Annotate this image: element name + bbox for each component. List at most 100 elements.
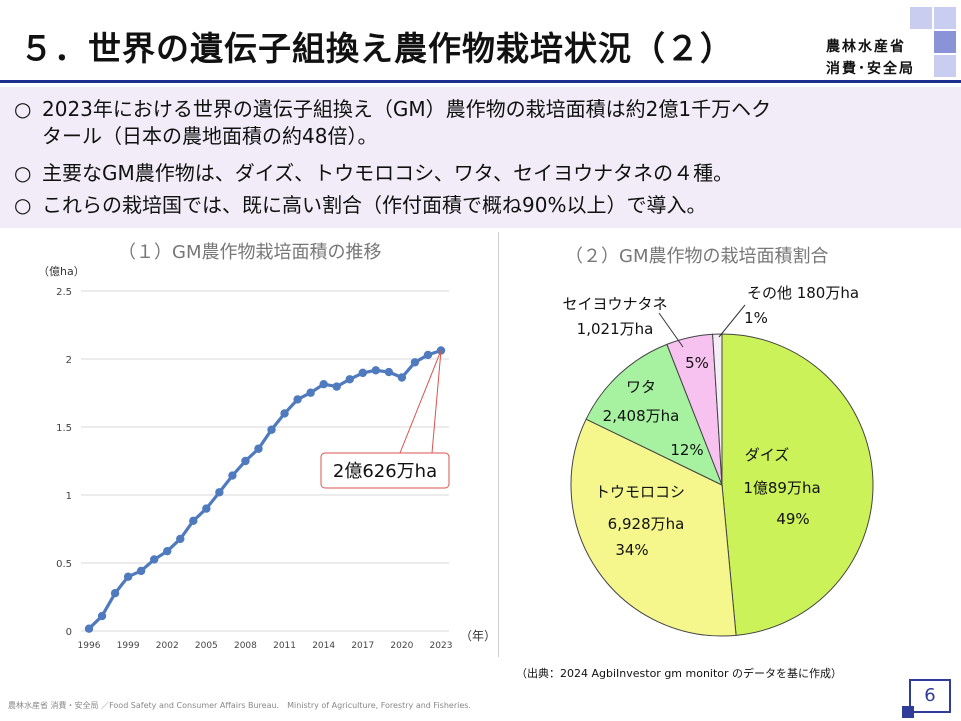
corner-square-2 (934, 7, 956, 29)
slice-label-soy-percent: 49% (776, 510, 809, 528)
x-tick-label: 2002 (156, 641, 179, 651)
x-tick-label: 2017 (351, 641, 374, 651)
pie-chart-title: （２）GM農作物の栽培面積割合 (565, 246, 829, 267)
callout-leader (431, 350, 442, 454)
y-tick-label: 2 (66, 355, 72, 366)
data-point (97, 611, 107, 621)
slice-label-rapeseed-area: 1,021万ha (577, 320, 654, 338)
x-axis-label: （年） (460, 629, 496, 643)
leader-other (718, 304, 746, 338)
data-point (280, 409, 289, 418)
y-tick-label: 1 (66, 491, 72, 502)
pie-slice-corn (570, 418, 737, 637)
bullet-text: 主要なGM農作物は、ダイズ、トウモロコシ、ワタ、セイヨウナタネの４種。 (42, 161, 734, 185)
summary-bullet-2: ○ 主要なGM農作物は、ダイズ、トウモロコシ、ワタ、セイヨウナタネの４種。 (14, 160, 733, 187)
y-axis-label: （億ha） (38, 265, 85, 278)
x-tick-label: 2011 (273, 641, 296, 651)
leader-rapeseed (658, 312, 684, 348)
data-point (267, 425, 276, 434)
y-tick-label: 0 (66, 627, 72, 638)
data-point (319, 379, 328, 389)
slice-label-cotton-name: ワタ (626, 378, 656, 396)
summary-bullet-1: ○ 2023年における世界の遺伝子組換え（GM）農作物の栽培面積は約2億1千万ヘク… (14, 96, 771, 150)
data-point (397, 373, 407, 382)
data-point (228, 471, 237, 480)
x-tick-label: 2020 (390, 641, 413, 651)
data-point (215, 488, 224, 497)
data-point (84, 624, 94, 633)
data-point (410, 358, 420, 367)
title-underline (0, 80, 961, 83)
data-point (123, 572, 133, 581)
page-title: ５．世界の遺伝子組換え農作物栽培状況（２） (20, 29, 734, 68)
pie-slice-soy (721, 333, 874, 636)
bullet-mark: ○ (14, 193, 32, 217)
data-point (436, 346, 446, 355)
data-point (293, 395, 302, 404)
data-point (423, 350, 433, 360)
pie-labels: ダイズ 1億89万ha 49% トウモロコシ 6,928万ha 34% ワタ 2,408万ha… (562, 284, 859, 559)
footer-text: 農林水産省 消費・安全局 ／Food Safety and Consumer A… (8, 701, 471, 710)
data-point (332, 382, 341, 391)
data-point (110, 588, 120, 598)
y-tick-label: 2.5 (56, 287, 72, 298)
x-tick-label: 2023 (430, 641, 453, 651)
bullet-text: これらの栽培国では、既に高い割合（作付面積で概ね90%以上）で導入。 (42, 193, 707, 217)
slice-label-soy-name: ダイズ (745, 446, 790, 464)
y-tick-label: 1.5 (56, 423, 72, 434)
y-tick-label: 0.5 (56, 559, 72, 570)
bullet-mark: ○ (14, 97, 32, 121)
x-tick-label: 1999 (117, 641, 140, 651)
line-chart-y-ticks: 0 0.5 1 1.5 2 2.5 (56, 287, 72, 638)
line-chart: 0 0.5 1 1.5 2 2.5 1996 1999 2002 2005 2008 2011 201… (38, 265, 496, 651)
page-corner-mark (902, 706, 914, 718)
slice-label-other-name: その他 180万ha (747, 284, 859, 302)
ministry-logo-text: 農林水産省 消費･安全局 (826, 36, 915, 80)
panel-divider (498, 232, 499, 657)
slice-label-rapeseed-percent: 5% (685, 354, 709, 372)
data-point (189, 516, 198, 526)
corner-square-3 (934, 31, 956, 53)
data-point (358, 368, 367, 378)
data-points (84, 346, 446, 633)
slice-label-cotton-area: 2,408万ha (603, 407, 680, 425)
value-callout: 2億626万ha (320, 350, 450, 489)
callout-leader (399, 350, 442, 454)
corner-square-4 (934, 55, 956, 77)
pie-slice-cotton (585, 343, 723, 487)
pie-leaders (658, 304, 746, 348)
slice-label-other-percent: 1% (744, 309, 768, 327)
data-point (345, 375, 354, 384)
x-tick-label: 2014 (312, 641, 335, 651)
slice-label-soy-area: 1億89万ha (743, 479, 820, 497)
source-note: （出典：2024 AgbiInvestor gm monitor のデータを基に… (516, 667, 843, 680)
bureau-name: 消費･安全局 (826, 61, 915, 77)
data-point (371, 366, 381, 375)
data-point (163, 546, 172, 556)
slice-label-corn-area: 6,928万ha (608, 515, 685, 533)
slice-label-rapeseed-name: セイヨウナタネ (562, 295, 667, 313)
data-line (87, 348, 442, 630)
bullet-text: 2023年における世界の遺伝子組換え（GM）農作物の栽培面積は約2億1千万ヘク (42, 97, 772, 121)
ministry-name: 農林水産省 (826, 39, 906, 55)
pie-slices (570, 333, 874, 637)
data-point (202, 504, 211, 513)
summary-box: ○ 2023年における世界の遺伝子組換え（GM）農作物の栽培面積は約2億1千万ヘク… (0, 87, 961, 228)
data-point (176, 534, 185, 544)
page-number: 6 (909, 679, 951, 713)
callout-box (320, 452, 450, 489)
x-tick-label: 2008 (234, 641, 257, 651)
slice-label-cotton-percent: 12% (670, 441, 703, 459)
x-tick-label: 2005 (195, 641, 218, 651)
summary-bullet-3: ○ これらの栽培国では、既に高い割合（作付面積で概ね90%以上）で導入。 (14, 192, 706, 219)
data-point (306, 388, 315, 397)
data-point (254, 444, 263, 453)
line-chart-gridlines (81, 290, 449, 632)
slice-label-corn-percent: 34% (615, 541, 648, 559)
data-point (136, 566, 146, 576)
slice-label-corn-name: トウモロコシ (595, 483, 685, 501)
bullet-mark: ○ (14, 161, 32, 185)
data-point (149, 555, 159, 564)
callout-label: 2億626万ha (333, 461, 437, 482)
x-tick-label: 1996 (78, 641, 101, 651)
